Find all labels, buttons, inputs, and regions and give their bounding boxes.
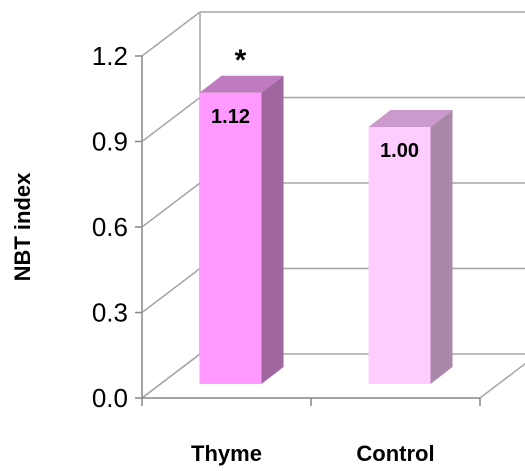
value-label-thyme: 1.12 [211,106,250,128]
gridline-side [141,11,201,57]
bar-thyme [199,92,262,385]
bar-control [368,127,431,384]
significance-annotation: * [235,44,247,77]
y-tick-label: 0.3 [92,298,128,328]
value-label-control: 1.00 [380,140,419,162]
chart-walls [141,12,525,399]
gridline-side [141,96,201,143]
axes [135,55,481,406]
bar-top-thyme [199,75,284,93]
category-label-control: Control [356,441,434,466]
bar-top-control [368,110,453,127]
y-axis-label: NBT index [10,172,35,282]
gridline-side [141,353,201,399]
bar-side-thyme [261,75,284,385]
bar-side-control [430,110,453,384]
gridline-side [141,182,201,228]
y-tick-label: 0.9 [92,127,128,157]
floor-right-edge [479,362,525,399]
y-tick-label: 1.2 [92,41,128,71]
category-label-thyme: Thyme [191,441,262,466]
labels: 1.12 Thyme * 1.00 Control 0.0 0.3 0.6 0.9 1.2 [92,41,435,466]
y-tick-label: 0.6 [92,212,128,242]
bars [199,75,453,385]
y-tick-label: 0.0 [92,383,128,413]
gridline-side [141,267,201,314]
